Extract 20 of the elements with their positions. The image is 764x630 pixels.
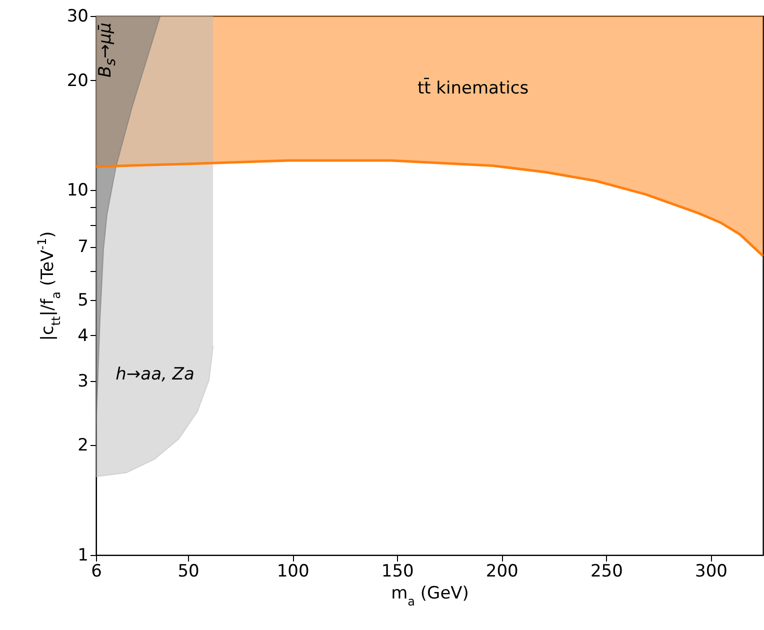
line-series: [94, 159, 764, 258]
x-tick-label: 150: [381, 562, 414, 582]
y-tick-label: 2: [78, 436, 88, 456]
x-tick-label: 6: [91, 562, 102, 582]
y-tick-label: 5: [78, 290, 88, 310]
x-tick-label: 300: [695, 562, 728, 582]
x-tick-label: 50: [178, 562, 200, 582]
y-tick-label: 1: [78, 546, 88, 566]
y-tick-label: 3: [78, 371, 88, 392]
x-tick-label: 200: [486, 562, 518, 582]
y-tick-label: 10: [66, 180, 88, 201]
x-tick-label: 250: [590, 562, 623, 582]
y-tick-label: 7: [78, 237, 88, 258]
y-tick-label: 30: [66, 6, 88, 26]
x-tick-label: 100: [276, 562, 310, 582]
annotation: tt̄ kinematics: [417, 78, 529, 98]
y-tick-label: 4: [78, 326, 88, 346]
x-axis-title: m$_{a}$ (GeV): [391, 584, 469, 608]
y-tick-label: 20: [66, 70, 88, 91]
annotation: h→aa, Za: [116, 364, 194, 384]
